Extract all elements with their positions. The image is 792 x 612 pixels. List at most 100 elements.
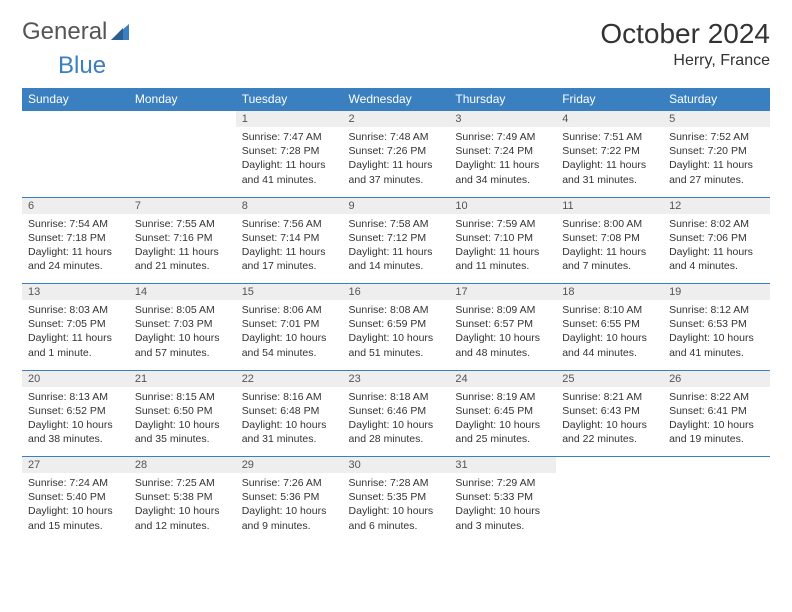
day-number-cell: 1 <box>236 111 343 128</box>
day-number-row: 12345 <box>22 111 770 128</box>
sunrise-line: Sunrise: 8:21 AM <box>562 390 657 404</box>
weekday-header: Friday <box>556 88 663 111</box>
day-detail-cell: Sunrise: 8:08 AMSunset: 6:59 PMDaylight:… <box>343 300 450 370</box>
day-number-cell: 6 <box>22 197 129 214</box>
sunset-line: Sunset: 5:35 PM <box>349 490 444 504</box>
sunrise-line: Sunrise: 7:52 AM <box>669 130 764 144</box>
daylight-line: Daylight: 11 hours and 7 minutes. <box>562 245 657 273</box>
sunset-line: Sunset: 6:53 PM <box>669 317 764 331</box>
sunrise-line: Sunrise: 8:06 AM <box>242 303 337 317</box>
day-number-cell: 17 <box>449 284 556 301</box>
sunset-line: Sunset: 6:41 PM <box>669 404 764 418</box>
location: Herry, France <box>600 52 770 70</box>
daylight-line: Daylight: 10 hours and 28 minutes. <box>349 418 444 446</box>
sunset-line: Sunset: 6:48 PM <box>242 404 337 418</box>
day-number-cell <box>129 111 236 128</box>
sunrise-line: Sunrise: 7:56 AM <box>242 217 337 231</box>
day-detail-cell: Sunrise: 7:48 AMSunset: 7:26 PMDaylight:… <box>343 127 450 197</box>
daylight-line: Daylight: 11 hours and 37 minutes. <box>349 158 444 186</box>
daylight-line: Daylight: 11 hours and 11 minutes. <box>455 245 550 273</box>
sunset-line: Sunset: 7:12 PM <box>349 231 444 245</box>
sunrise-line: Sunrise: 8:09 AM <box>455 303 550 317</box>
sunset-line: Sunset: 5:40 PM <box>28 490 123 504</box>
day-number-cell <box>556 457 663 474</box>
sunrise-line: Sunrise: 8:12 AM <box>669 303 764 317</box>
sunset-line: Sunset: 5:38 PM <box>135 490 230 504</box>
day-number-cell: 25 <box>556 370 663 387</box>
daylight-line: Daylight: 10 hours and 51 minutes. <box>349 331 444 359</box>
day-number-cell: 14 <box>129 284 236 301</box>
weekday-header: Sunday <box>22 88 129 111</box>
sunrise-line: Sunrise: 8:10 AM <box>562 303 657 317</box>
title-block: October 2024 Herry, France <box>600 18 770 70</box>
sunset-line: Sunset: 7:22 PM <box>562 144 657 158</box>
day-detail-cell: Sunrise: 7:25 AMSunset: 5:38 PMDaylight:… <box>129 473 236 543</box>
day-number-cell: 16 <box>343 284 450 301</box>
sunset-line: Sunset: 6:59 PM <box>349 317 444 331</box>
sunrise-line: Sunrise: 7:51 AM <box>562 130 657 144</box>
daylight-line: Daylight: 10 hours and 15 minutes. <box>28 504 123 532</box>
sunset-line: Sunset: 7:28 PM <box>242 144 337 158</box>
day-number-cell: 10 <box>449 197 556 214</box>
daylight-line: Daylight: 11 hours and 27 minutes. <box>669 158 764 186</box>
day-detail-cell: Sunrise: 7:24 AMSunset: 5:40 PMDaylight:… <box>22 473 129 543</box>
day-detail-row: Sunrise: 7:24 AMSunset: 5:40 PMDaylight:… <box>22 473 770 543</box>
day-detail-cell: Sunrise: 8:02 AMSunset: 7:06 PMDaylight:… <box>663 214 770 284</box>
daylight-line: Daylight: 10 hours and 3 minutes. <box>455 504 550 532</box>
day-number-cell: 26 <box>663 370 770 387</box>
sunset-line: Sunset: 7:03 PM <box>135 317 230 331</box>
day-detail-cell: Sunrise: 8:10 AMSunset: 6:55 PMDaylight:… <box>556 300 663 370</box>
day-detail-row: Sunrise: 8:03 AMSunset: 7:05 PMDaylight:… <box>22 300 770 370</box>
sunrise-line: Sunrise: 7:24 AM <box>28 476 123 490</box>
daylight-line: Daylight: 10 hours and 41 minutes. <box>669 331 764 359</box>
sunrise-line: Sunrise: 8:15 AM <box>135 390 230 404</box>
day-detail-cell: Sunrise: 7:51 AMSunset: 7:22 PMDaylight:… <box>556 127 663 197</box>
daylight-line: Daylight: 10 hours and 48 minutes. <box>455 331 550 359</box>
sunset-line: Sunset: 7:01 PM <box>242 317 337 331</box>
day-detail-row: Sunrise: 7:54 AMSunset: 7:18 PM Daylight:… <box>22 214 770 284</box>
logo-text-blue: Blue <box>58 52 106 80</box>
day-number-cell: 4 <box>556 111 663 128</box>
day-detail-cell: Sunrise: 7:28 AMSunset: 5:35 PMDaylight:… <box>343 473 450 543</box>
day-detail-cell: Sunrise: 8:09 AMSunset: 6:57 PMDaylight:… <box>449 300 556 370</box>
daylight-line: Daylight: 11 hours and 1 minute. <box>28 331 123 359</box>
weekday-header: Saturday <box>663 88 770 111</box>
logo-sail-icon <box>109 22 131 42</box>
day-number-cell: 23 <box>343 370 450 387</box>
day-number-cell: 12 <box>663 197 770 214</box>
sunrise-line: Sunrise: 8:08 AM <box>349 303 444 317</box>
day-number-cell: 5 <box>663 111 770 128</box>
sunset-line: Sunset: 7:16 PM <box>135 231 230 245</box>
daylight-line: Daylight: 10 hours and 12 minutes. <box>135 504 230 532</box>
calendar-table: SundayMondayTuesdayWednesdayThursdayFrid… <box>22 88 770 543</box>
sunset-line: Sunset: 6:52 PM <box>28 404 123 418</box>
day-detail-cell: Sunrise: 7:52 AMSunset: 7:20 PMDaylight:… <box>663 127 770 197</box>
day-number-cell: 22 <box>236 370 343 387</box>
day-number-cell: 20 <box>22 370 129 387</box>
sunset-line: Sunset: 7:18 PM <box>28 231 123 245</box>
day-detail-cell: Sunrise: 8:12 AMSunset: 6:53 PMDaylight:… <box>663 300 770 370</box>
day-detail-cell: Sunrise: 8:19 AMSunset: 6:45 PMDaylight:… <box>449 387 556 457</box>
day-number-row: 2728293031 <box>22 457 770 474</box>
sunrise-line: Sunrise: 8:05 AM <box>135 303 230 317</box>
sunrise-line: Sunrise: 8:13 AM <box>28 390 123 404</box>
sunset-line: Sunset: 6:57 PM <box>455 317 550 331</box>
sunrise-line: Sunrise: 7:59 AM <box>455 217 550 231</box>
day-detail-cell: Sunrise: 7:26 AMSunset: 5:36 PMDaylight:… <box>236 473 343 543</box>
daylight-line: Daylight: 10 hours and 9 minutes. <box>242 504 337 532</box>
day-number-cell: 28 <box>129 457 236 474</box>
day-number-cell: 8 <box>236 197 343 214</box>
sunrise-line: Sunrise: 7:54 AM <box>28 217 123 231</box>
day-number-cell: 3 <box>449 111 556 128</box>
day-detail-cell: Sunrise: 8:15 AMSunset: 6:50 PMDaylight:… <box>129 387 236 457</box>
sunset-line: Sunset: 6:45 PM <box>455 404 550 418</box>
day-number-cell: 27 <box>22 457 129 474</box>
day-number-cell: 9 <box>343 197 450 214</box>
sunrise-line: Sunrise: 8:16 AM <box>242 390 337 404</box>
day-detail-cell: Sunrise: 7:56 AMSunset: 7:14 PMDaylight:… <box>236 214 343 284</box>
daylight-line: Daylight: 11 hours and 4 minutes. <box>669 245 764 273</box>
sunrise-line: Sunrise: 7:26 AM <box>242 476 337 490</box>
daylight-line: Daylight: 10 hours and 22 minutes. <box>562 418 657 446</box>
sunset-line: Sunset: 7:20 PM <box>669 144 764 158</box>
sunrise-line: Sunrise: 8:02 AM <box>669 217 764 231</box>
